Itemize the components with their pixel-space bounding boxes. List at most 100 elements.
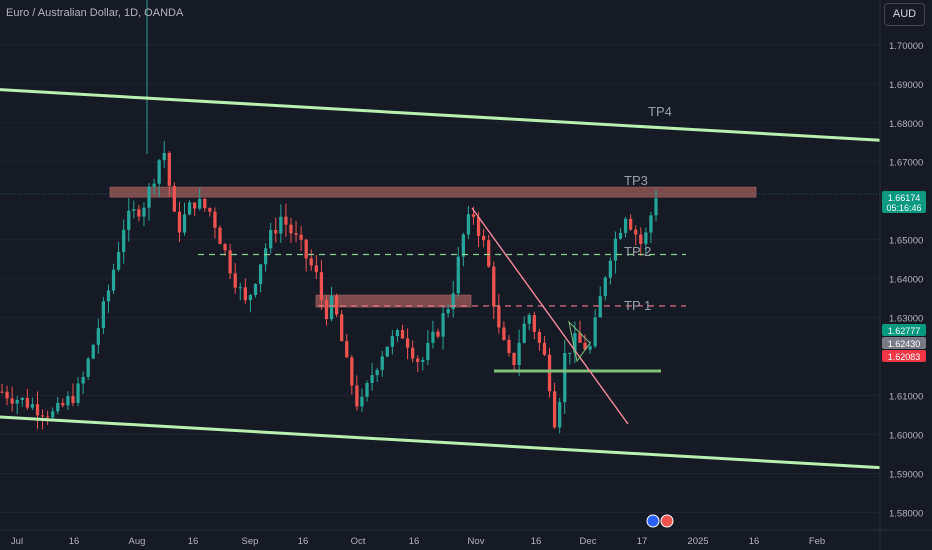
candle-down (537, 331, 542, 343)
candle-up (380, 356, 384, 370)
candle-up (527, 315, 531, 324)
candle-up (86, 358, 90, 377)
candle-down (334, 295, 339, 315)
candle-down (167, 152, 171, 186)
price-badge-text: 1.66174 (888, 193, 921, 203)
candle-down (304, 239, 308, 259)
y-tick-label: 1.70000 (889, 41, 923, 52)
x-tick-label: Nov (468, 536, 485, 547)
currency-button[interactable]: AUD (884, 3, 925, 26)
candle-up (613, 238, 618, 261)
candle-up (385, 346, 389, 357)
candle-down (193, 202, 197, 209)
x-tick-label: 16 (409, 536, 420, 547)
candle-down (542, 342, 547, 355)
resistance-zone (109, 186, 757, 198)
price-badge-text: 1.62083 (888, 352, 921, 362)
zone-layer (109, 186, 757, 308)
candle-down (481, 235, 486, 241)
symbol-title: Euro / Australian Dollar, 1D, OANDA (6, 7, 184, 19)
candle-up (603, 277, 607, 297)
candle-down (400, 329, 405, 339)
candle-down (233, 273, 237, 288)
candle-down (10, 398, 14, 404)
candle-up (456, 256, 460, 294)
candle-up (238, 287, 242, 289)
candle-down (583, 342, 587, 350)
y-tick-label: 1.65000 (889, 236, 923, 247)
candle-down (137, 209, 141, 217)
candle-up (375, 369, 379, 376)
x-tick-label: 16 (531, 536, 542, 547)
candle-down (294, 233, 298, 235)
candle-down (497, 306, 501, 328)
candle-up (51, 411, 55, 418)
candle-down (314, 265, 318, 273)
candle-up (101, 301, 106, 329)
candle-down (411, 347, 415, 359)
price-badge (882, 191, 926, 213)
x-tick-label: 16 (188, 536, 199, 547)
candle-up (142, 207, 146, 217)
candle-down (416, 358, 420, 363)
y-tick-label: 1.63000 (889, 314, 923, 325)
candle-up (608, 260, 613, 278)
y-tick-label: 1.68000 (889, 119, 923, 130)
candle-up (446, 309, 450, 314)
candle-down (172, 185, 177, 212)
candle-up (441, 313, 445, 337)
triangle-pattern (568, 320, 591, 363)
upper-channel-line (0, 88, 881, 142)
x-tick-label: 2025 (687, 536, 708, 547)
candle-up (56, 402, 60, 412)
candle-down (436, 331, 440, 337)
x-tick-label: Feb (809, 536, 825, 547)
price-badge (882, 337, 926, 349)
candle-up (623, 218, 628, 233)
candle-up (421, 360, 425, 363)
candle-down (203, 198, 207, 209)
candle-down (547, 354, 552, 392)
candle-up (618, 232, 623, 239)
candle-up (187, 202, 192, 215)
candle-down (634, 229, 638, 235)
candle-down (487, 240, 491, 267)
candle-down (223, 244, 227, 251)
candle-up (20, 397, 24, 401)
candle-down (35, 404, 40, 416)
candle-down (0, 391, 4, 393)
candle-up (568, 352, 572, 354)
candle-up (370, 375, 374, 383)
candle-down (532, 315, 536, 332)
candle-down (502, 327, 506, 340)
annotation-label: TP3 (624, 173, 648, 188)
candle-up (426, 342, 430, 361)
x-tick-label: Aug (129, 536, 146, 547)
candle-down (61, 402, 65, 406)
lower-channel-line (0, 415, 881, 470)
candle-up (147, 186, 151, 208)
x-tick-label: Sep (242, 536, 259, 547)
candle-up (263, 248, 268, 265)
candle-up (461, 234, 465, 257)
candle-up (157, 160, 161, 184)
candle-up (182, 214, 187, 233)
x-tick-label: 16 (69, 536, 80, 547)
candle-down (355, 385, 359, 407)
candle-down (319, 272, 324, 301)
candle-up (122, 229, 126, 252)
x-tick-label: Dec (580, 536, 597, 547)
annotation-label: TP 1 (624, 298, 651, 313)
candle-up (573, 333, 577, 353)
price-badge-subtext: 05:16:46 (886, 203, 921, 213)
candle-up (15, 400, 19, 404)
candle-down (243, 287, 247, 301)
candle-down (345, 341, 349, 358)
candle-up (654, 198, 658, 216)
candle-up (649, 215, 653, 233)
candle-up (451, 293, 455, 310)
candle-down (45, 416, 50, 418)
